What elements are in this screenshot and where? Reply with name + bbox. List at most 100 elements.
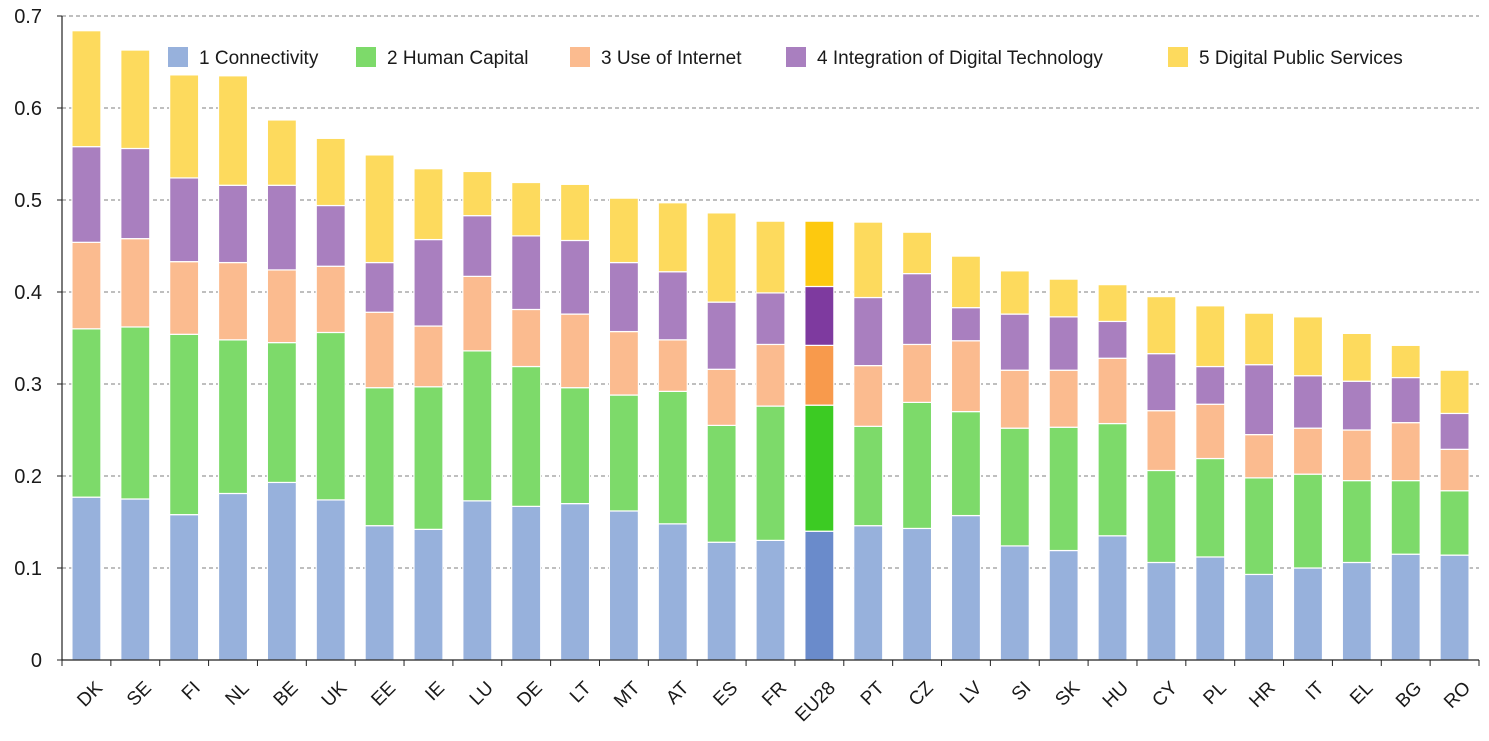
bar-segment: [706, 368, 737, 426]
bar-segment: [169, 261, 200, 335]
bar-stack-be: [266, 119, 297, 661]
bar-segment: [804, 404, 835, 532]
bar-segment: [1244, 434, 1275, 479]
legend-item: 3 Use of Internet: [570, 47, 742, 69]
bar-segment: [853, 525, 884, 661]
x-tick-label: IT: [1302, 677, 1329, 704]
legend-item: 2 Human Capital: [356, 47, 529, 69]
bar-stack-dk: [71, 30, 102, 661]
bar-segment: [853, 296, 884, 367]
bar-segment: [901, 343, 933, 404]
bar-segment: [706, 424, 737, 543]
y-tick-label: 0.6: [14, 98, 42, 120]
bar-segment: [217, 75, 249, 186]
bar-segment: [1341, 480, 1372, 564]
bar-segment: [559, 387, 591, 505]
x-tick-label: AT: [662, 677, 693, 708]
legend-label: 1 Connectivity: [199, 48, 319, 69]
bar-segment: [217, 261, 249, 341]
x-tick-label: DK: [73, 678, 107, 712]
legend-item: 4 Integration of Digital Technology: [786, 47, 1103, 69]
bar-segment: [1097, 284, 1128, 323]
bar-segment: [413, 528, 444, 661]
bar-segment: [413, 325, 444, 388]
bar-segment: [266, 269, 297, 344]
bar-stack-eu28: [804, 220, 835, 661]
bar-segment: [217, 492, 249, 661]
bar-segment: [266, 342, 297, 484]
bar-segment: [169, 74, 200, 179]
bar-segment: [999, 369, 1030, 429]
bar-segment: [1048, 426, 1079, 552]
bar-segment: [1292, 316, 1324, 377]
bar-segment: [462, 275, 493, 352]
bar-stack-de: [511, 181, 542, 661]
x-tick-label: FR: [758, 678, 791, 711]
bar-stack-lu: [462, 170, 493, 661]
x-tick-label: EL: [1346, 678, 1377, 709]
bar-segment: [511, 308, 542, 368]
bar-stack-lt: [559, 183, 591, 661]
bar-segment: [1292, 473, 1324, 569]
bar-segment: [706, 212, 737, 303]
bar-stack-bg: [1390, 344, 1421, 661]
legend-item: 1 Connectivity: [168, 47, 319, 69]
legend-label: 2 Human Capital: [387, 48, 529, 69]
x-tick-label: SE: [123, 678, 156, 711]
bar-segment: [413, 238, 444, 327]
bar-segment: [1390, 376, 1421, 424]
bar-segment: [804, 285, 835, 346]
bar-segment: [657, 271, 688, 341]
bar-segment: [120, 147, 151, 240]
bar-segment: [853, 365, 884, 427]
bar-segment: [462, 500, 493, 661]
bar-segment: [706, 541, 737, 661]
x-tick-label: DE: [513, 678, 547, 712]
legend-item: 5 Digital Public Services: [1168, 47, 1403, 69]
bar-stack-cy: [1146, 296, 1177, 661]
x-tick-label: SI: [1008, 678, 1036, 706]
legend-swatch: [786, 47, 806, 67]
bar-segment: [169, 177, 200, 263]
legend-swatch: [168, 47, 188, 67]
bar-segment: [1146, 469, 1177, 564]
bar-segment: [1195, 457, 1226, 558]
bar-stack-sk: [1048, 278, 1079, 661]
bar-stack-ro: [1439, 369, 1470, 661]
bar-segment: [1292, 567, 1324, 661]
bar-segment: [1341, 380, 1372, 431]
bar-segment: [1244, 364, 1275, 436]
y-tick-label: 0.2: [14, 466, 42, 488]
bar-segment: [1341, 561, 1372, 661]
x-tick-label: IE: [422, 678, 450, 706]
bar-segment: [1146, 353, 1177, 412]
bar-segment: [608, 394, 640, 512]
bar-segment: [1195, 365, 1226, 405]
bar-segment: [950, 340, 982, 413]
bar-segment: [1097, 535, 1128, 661]
bar-stack-fr: [755, 220, 786, 661]
y-tick-label: 0.4: [14, 282, 42, 304]
bar-segment: [511, 505, 542, 661]
bar-segment: [559, 239, 591, 315]
bar-segment: [1097, 357, 1128, 425]
bar-stack-cz: [901, 231, 933, 661]
bar-segment: [901, 401, 933, 530]
bar-segment: [901, 231, 933, 275]
bar-stack-nl: [217, 75, 249, 661]
y-tick-label: 0.3: [14, 374, 42, 396]
x-tick-label: MT: [610, 677, 645, 712]
bar-stack-ie: [413, 168, 444, 661]
bar-segment: [71, 328, 102, 498]
bar-segment: [462, 170, 493, 217]
bar-segment: [804, 344, 835, 406]
bar-stack-hu: [1097, 284, 1128, 661]
bar-segment: [755, 405, 786, 541]
bar-segment: [1390, 480, 1421, 555]
bar-segment: [950, 307, 982, 342]
bar-segment: [511, 365, 542, 507]
x-tick-label: BG: [1392, 678, 1426, 712]
bar-segment: [120, 326, 151, 500]
bar-stack-pt: [853, 221, 884, 661]
bar-stack-it: [1292, 316, 1324, 661]
